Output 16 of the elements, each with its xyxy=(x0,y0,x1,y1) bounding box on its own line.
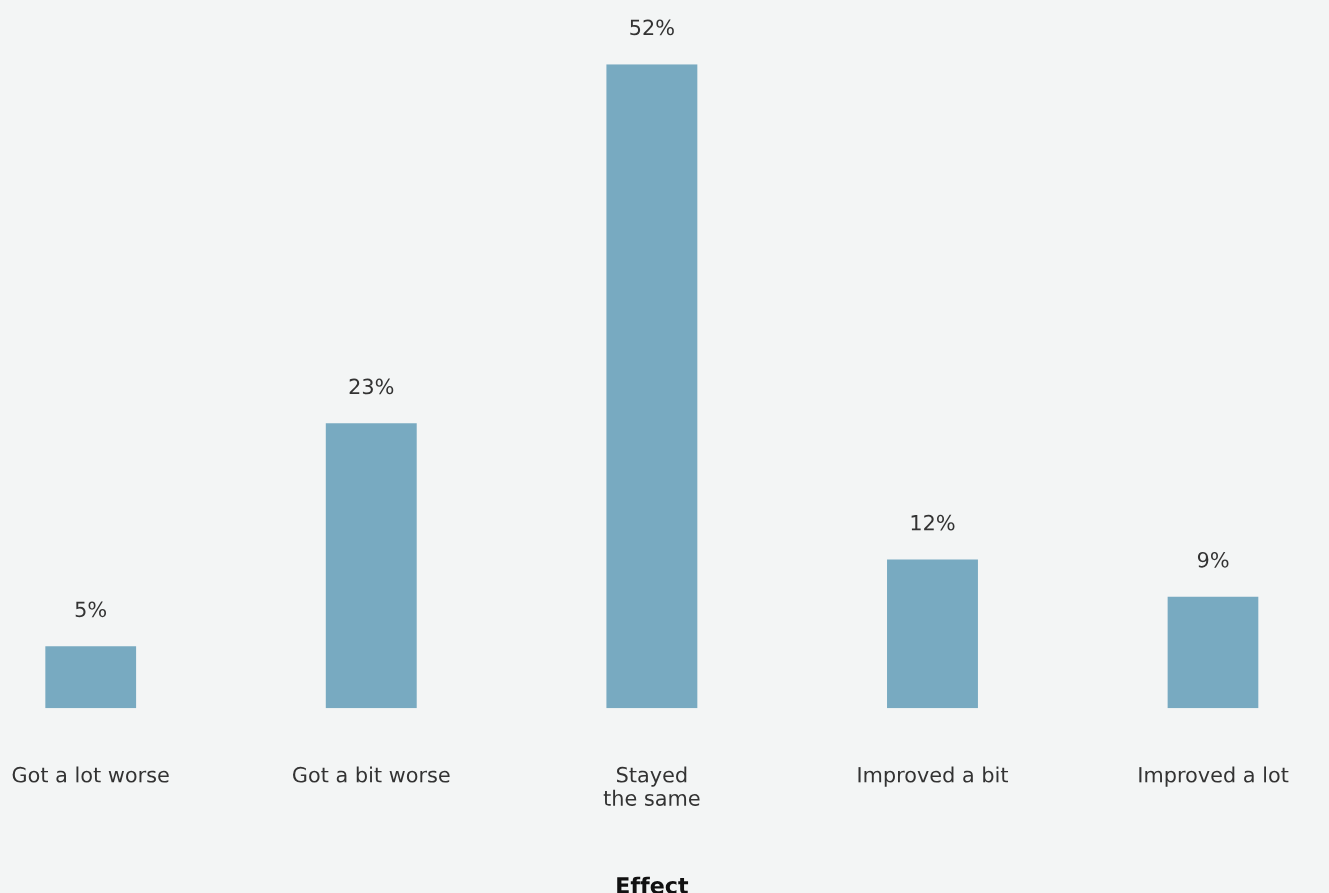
bar xyxy=(606,64,698,709)
x-tick-label: Improved a bit xyxy=(858,766,1009,787)
data-label: 5% xyxy=(75,601,107,618)
bar xyxy=(887,559,978,709)
bar xyxy=(45,646,137,709)
x-tick-label: Got a lot worse xyxy=(12,766,169,783)
data-label: 9% xyxy=(1197,551,1229,568)
data-label: 23% xyxy=(349,378,394,395)
x-tick-label: Stayed the same xyxy=(603,766,700,806)
bar xyxy=(325,423,417,709)
x-tick-label: Got a bit worse xyxy=(292,766,450,783)
data-label: 52% xyxy=(630,19,674,36)
x-axis-title: Effect xyxy=(617,876,689,893)
data-label: 12% xyxy=(911,514,955,531)
x-tick-label: Improved a lot xyxy=(1139,766,1289,787)
bar xyxy=(1167,596,1259,709)
